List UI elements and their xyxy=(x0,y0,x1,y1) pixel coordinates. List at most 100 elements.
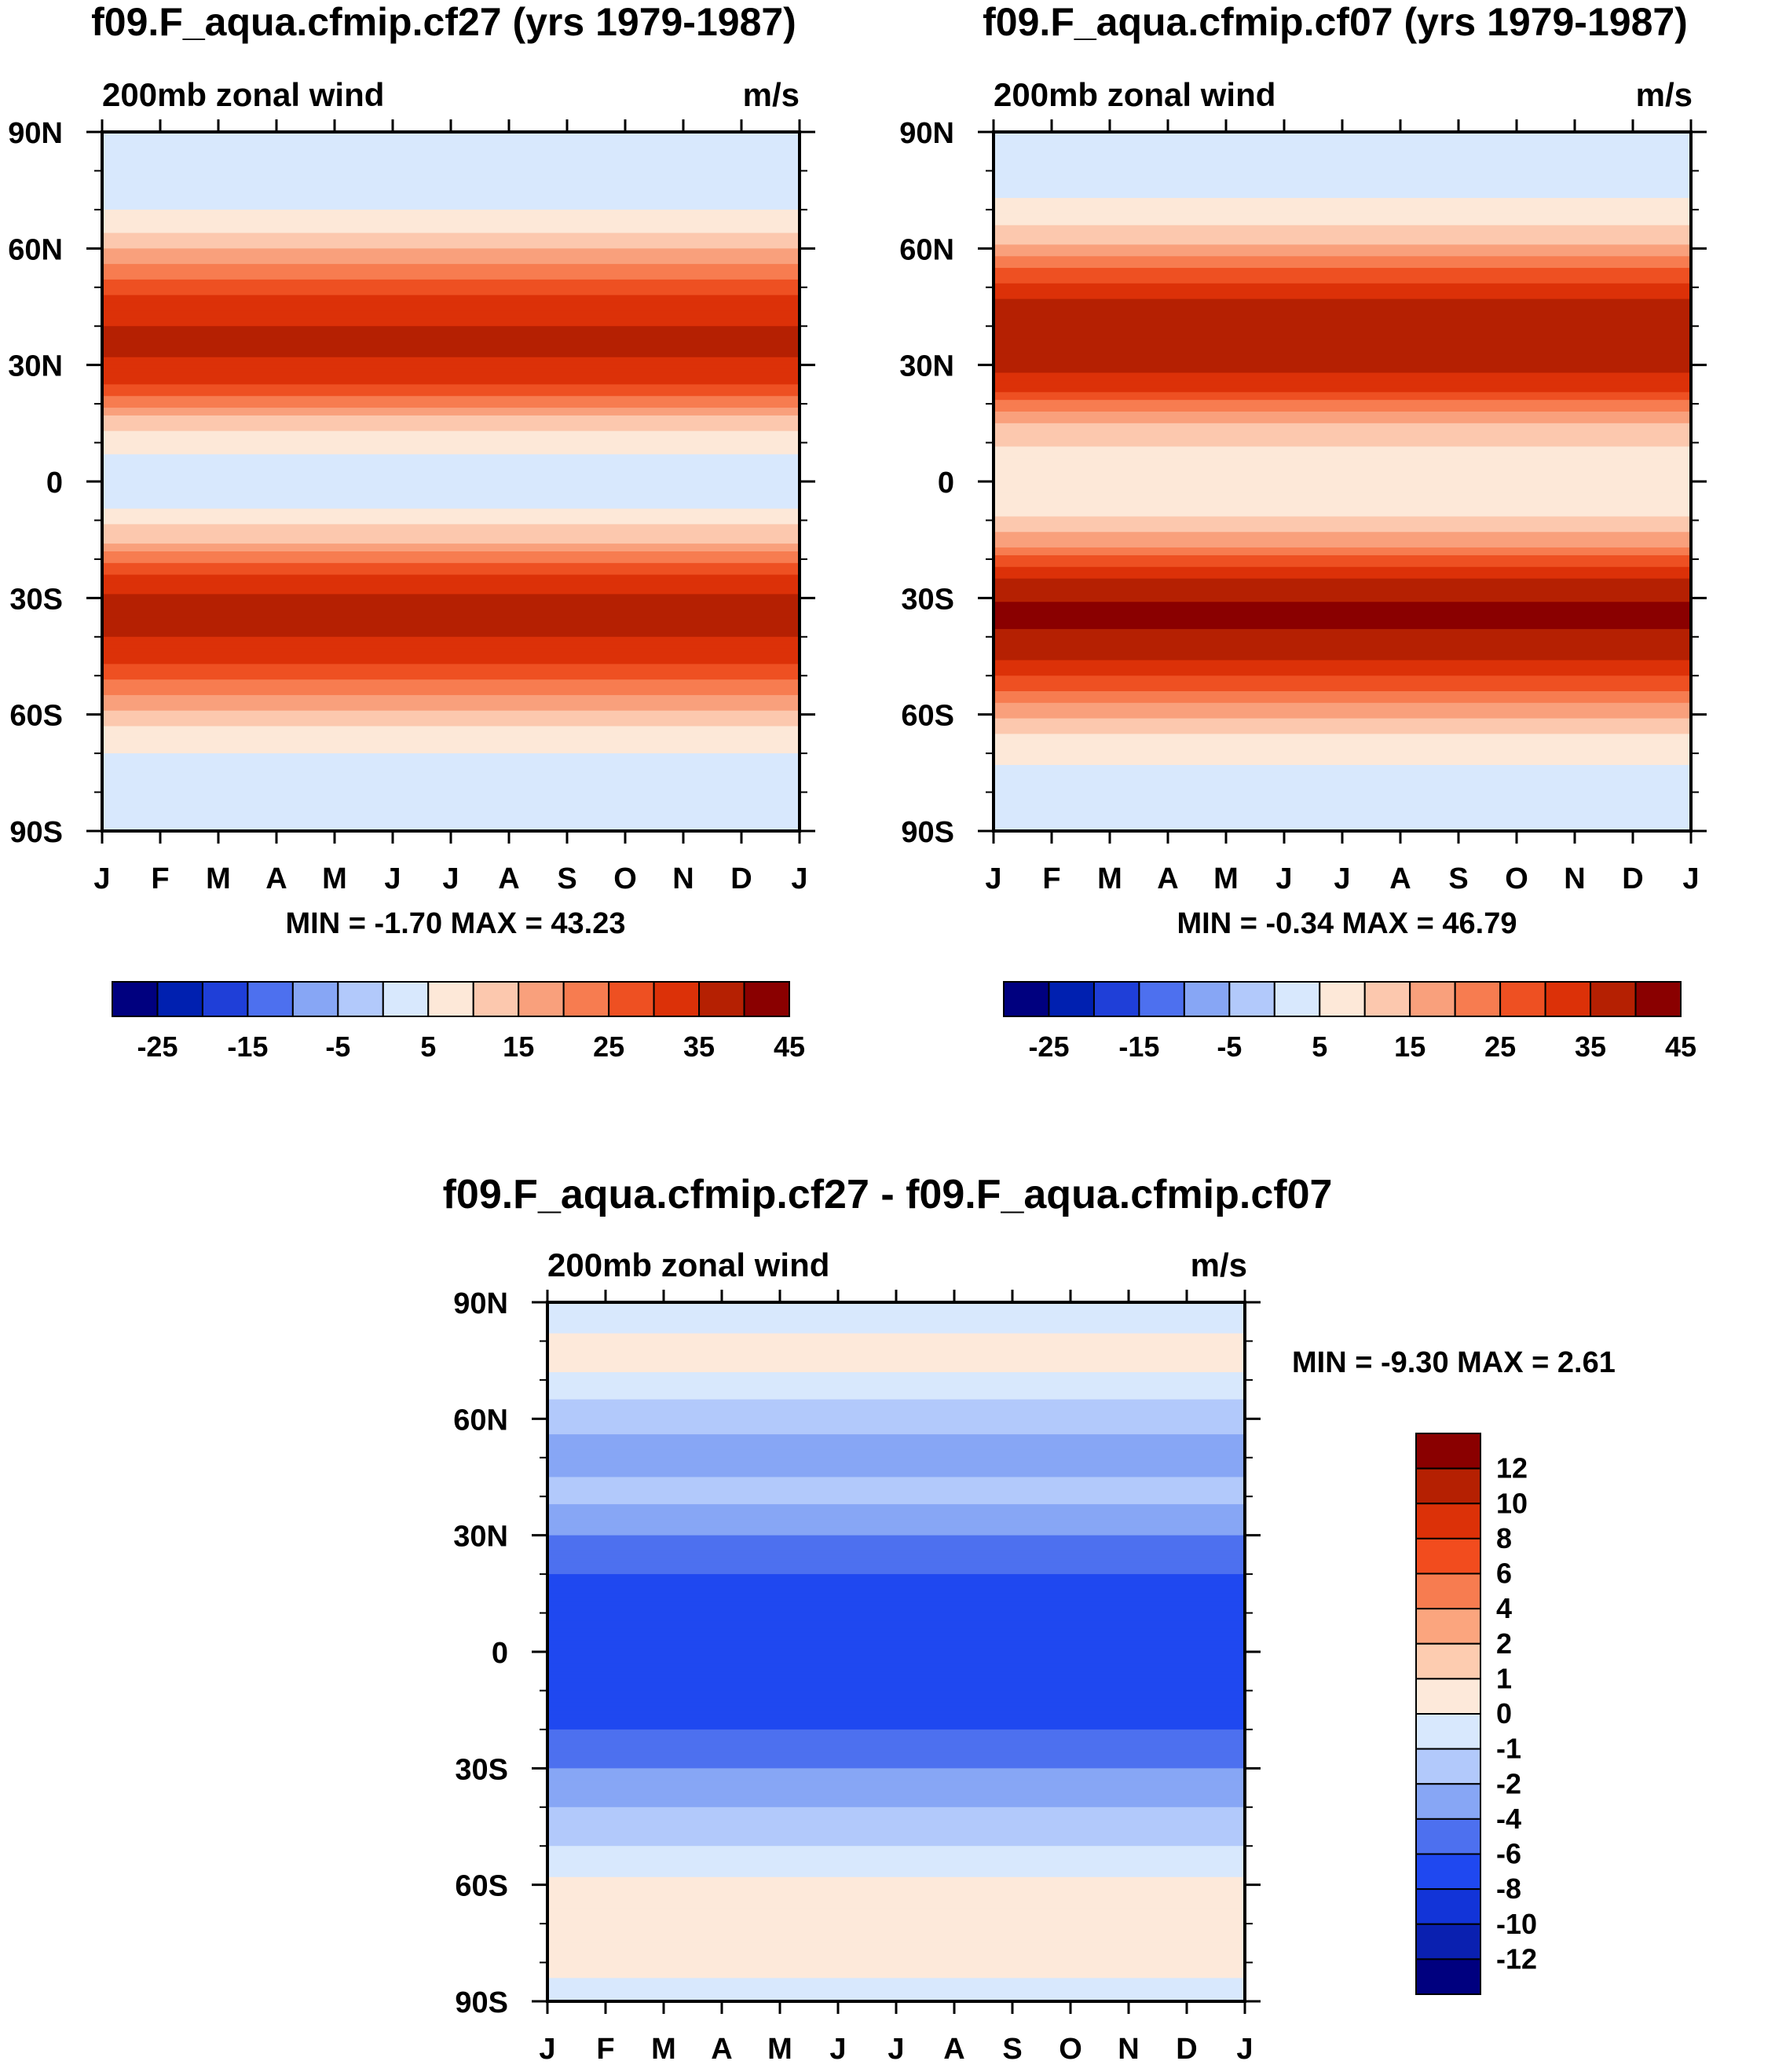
contour-band xyxy=(547,1822,1245,1828)
x-tick-label: J xyxy=(888,2033,904,2066)
contour-band xyxy=(994,679,1691,684)
contour-band xyxy=(102,306,800,312)
contour-band xyxy=(102,338,800,342)
contour-band xyxy=(102,225,800,230)
contour-band xyxy=(994,190,1691,195)
x-tick-label: J xyxy=(829,2033,846,2066)
units-label: m/s xyxy=(1636,76,1693,113)
colorbar-label: 35 xyxy=(1575,1031,1606,1063)
contour-band xyxy=(102,780,800,785)
contour-band xyxy=(547,1500,1245,1505)
contour-band xyxy=(547,1912,1245,1916)
contour-band xyxy=(994,426,1691,432)
contour-field xyxy=(102,132,800,832)
contour-band xyxy=(102,334,800,339)
contour-band xyxy=(102,345,800,350)
contour-band xyxy=(547,1488,1245,1493)
contour-band xyxy=(547,1795,1245,1800)
colorbar-label: -8 xyxy=(1496,1872,1521,1905)
contour-band xyxy=(547,1993,1245,1998)
y-tick-label: 30N xyxy=(453,1521,508,1554)
contour-band xyxy=(547,1718,1245,1722)
contour-band xyxy=(994,353,1691,358)
contour-band xyxy=(547,1527,1245,1532)
contour-band xyxy=(994,143,1691,148)
contour-band xyxy=(547,1954,1245,1960)
contour-band xyxy=(994,602,1691,606)
colorbar-box xyxy=(1048,981,1095,1017)
contour-band xyxy=(547,1690,1245,1695)
colorbar-box xyxy=(1415,1503,1481,1539)
x-tick-label: M xyxy=(1097,862,1122,895)
contour-band xyxy=(994,205,1691,210)
contour-band xyxy=(994,314,1691,319)
contour-band xyxy=(547,1710,1245,1715)
contour-band xyxy=(547,1628,1245,1633)
panel-difference: f09.F_aqua.cfmip.cf27 - f09.F_aqua.cfmip… xyxy=(443,1172,1616,2066)
contour-band xyxy=(547,1671,1245,1676)
contour-band xyxy=(547,1990,1245,1994)
panel-title: f09.F_aqua.cfmip.cf27 - f09.F_aqua.cfmip… xyxy=(443,1172,1333,1217)
contour-band xyxy=(994,178,1691,183)
contour-band xyxy=(102,652,800,657)
contour-band xyxy=(547,1419,1245,1423)
contour-band xyxy=(547,1605,1245,1610)
contour-band xyxy=(547,1935,1245,1940)
contour-band xyxy=(547,1356,1245,1361)
contour-band xyxy=(547,1803,1245,1808)
contour-band xyxy=(547,1858,1245,1862)
contour-band xyxy=(994,279,1691,284)
contour-band xyxy=(102,594,800,599)
contour-band xyxy=(102,474,800,478)
contour-band xyxy=(547,1449,1245,1455)
contour-band xyxy=(547,1620,1245,1625)
colorbar-box xyxy=(562,981,610,1017)
contour-band xyxy=(547,1686,1245,1692)
colorbar-label: -5 xyxy=(325,1031,350,1063)
contour-band xyxy=(994,827,1691,832)
contour-band xyxy=(547,1916,1245,1920)
contour-band xyxy=(994,636,1691,642)
x-tick-label: N xyxy=(1118,2033,1139,2066)
contour-band xyxy=(102,656,800,661)
contour-band xyxy=(102,190,800,195)
contour-band xyxy=(547,1876,1245,1882)
contour-band xyxy=(102,722,800,727)
contour-band xyxy=(547,1349,1245,1353)
contour-band xyxy=(994,287,1691,292)
contour-band xyxy=(102,466,800,470)
contour-band xyxy=(547,1792,1245,1796)
contour-band xyxy=(102,252,800,257)
colorbar-label: 1 xyxy=(1496,1662,1512,1694)
y-tick-label: 30S xyxy=(9,583,63,616)
contour-band xyxy=(994,706,1691,712)
contour-band xyxy=(102,610,800,614)
contour-band xyxy=(547,1974,1245,1979)
contour-band xyxy=(547,1748,1245,1754)
contour-band xyxy=(102,586,800,591)
contour-band xyxy=(547,1714,1245,1719)
contour-band xyxy=(994,613,1691,618)
contour-band xyxy=(547,1613,1245,1618)
contour-band xyxy=(994,668,1691,672)
y-tick-label: 60S xyxy=(901,700,954,733)
y-tick-label: 0 xyxy=(492,1637,508,1670)
contour-band xyxy=(994,621,1691,626)
contour-band xyxy=(994,652,1691,657)
contour-band xyxy=(994,702,1691,708)
contour-band xyxy=(994,544,1691,548)
contour-band xyxy=(547,1764,1245,1769)
contour-band xyxy=(994,442,1691,448)
contour-band xyxy=(994,753,1691,758)
contour-band xyxy=(547,1722,1245,1726)
contour-band xyxy=(994,404,1691,408)
colorbar-label: -15 xyxy=(1118,1031,1159,1063)
contour-band xyxy=(102,613,800,618)
contour-band xyxy=(102,400,800,405)
contour-band xyxy=(547,1924,1245,1928)
x-tick-label: J xyxy=(791,862,807,895)
contour-band xyxy=(102,617,800,622)
contour-band xyxy=(102,298,800,304)
contour-band xyxy=(994,275,1691,280)
contour-band xyxy=(102,764,800,770)
